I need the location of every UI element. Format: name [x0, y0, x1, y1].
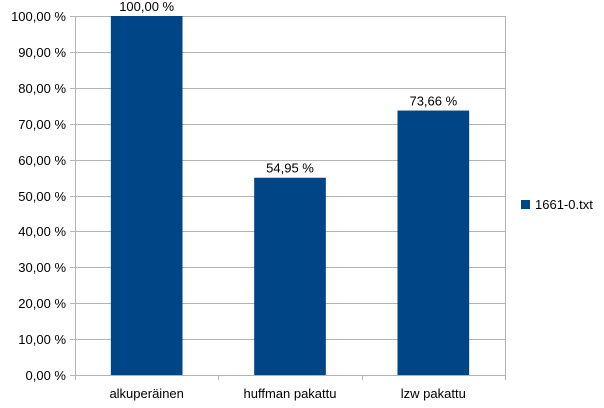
- y-tick-label: 90,00 %: [18, 45, 66, 60]
- data-label: 54,95 %: [266, 161, 314, 176]
- y-tick-label: 60,00 %: [18, 153, 66, 168]
- y-tick-label: 0,00 %: [26, 368, 67, 383]
- legend-swatch: [521, 200, 530, 209]
- x-tick-label: lzw pakattu: [401, 386, 466, 401]
- y-tick-label: 100,00 %: [11, 9, 66, 24]
- legend: 1661-0.txt: [521, 197, 593, 212]
- y-tick-label: 70,00 %: [18, 117, 66, 132]
- y-tick-label: 50,00 %: [18, 189, 66, 204]
- y-tick-label: 10,00 %: [18, 332, 66, 347]
- data-label: 100,00 %: [119, 0, 174, 14]
- y-tick-label: 20,00 %: [18, 296, 66, 311]
- y-tick-label: 30,00 %: [18, 260, 66, 275]
- y-axis-ticks: 0,00 % 10,00 % 20,00 % 30,00 % 40,00 % 50,00 …: [11, 9, 75, 383]
- y-tick-label: 40,00 %: [18, 224, 66, 239]
- x-tick-label: alkuperäinen: [109, 386, 183, 401]
- legend-label: 1661-0.txt: [535, 197, 593, 212]
- bar: [110, 16, 183, 375]
- data-label: 73,66 %: [409, 94, 457, 109]
- bar: [254, 177, 326, 375]
- x-axis-labels: alkuperäinen huffman pakattu lzw pakattu: [109, 386, 465, 401]
- bar: [397, 110, 470, 375]
- bars: 100,00 % 54,95 % 73,66 %: [110, 0, 470, 375]
- x-tick-label: huffman pakattu: [244, 386, 337, 401]
- axes: [75, 16, 506, 380]
- y-tick-label: 80,00 %: [18, 81, 66, 96]
